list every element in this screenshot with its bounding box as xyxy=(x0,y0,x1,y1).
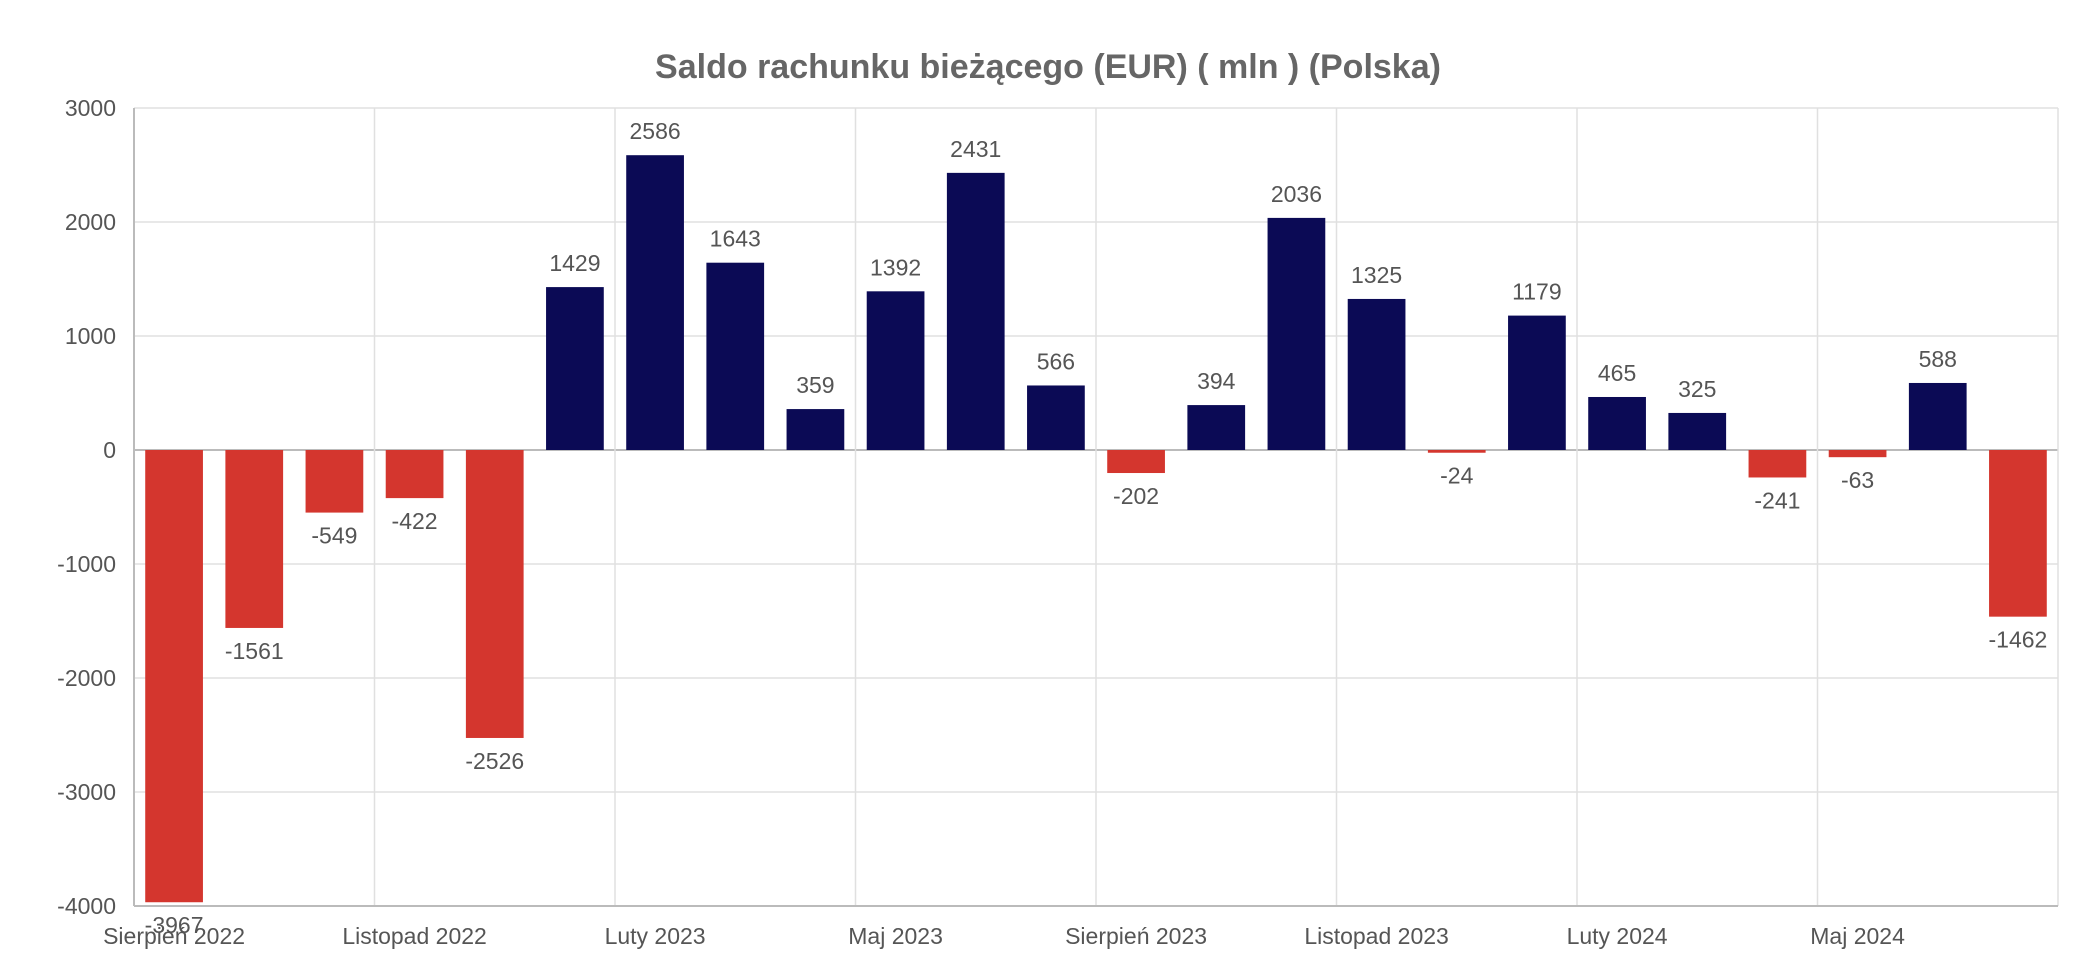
bar xyxy=(1588,396,1646,450)
data-label: 1643 xyxy=(710,226,761,252)
data-label: -202 xyxy=(1113,483,1159,509)
data-label: 359 xyxy=(796,372,834,398)
data-label: -3967 xyxy=(145,912,204,938)
y-tick-label: -4000 xyxy=(57,893,116,919)
data-labels-layer: -3967 -1561 -549 -422 -2526 1429 2586 1643 359 13… xyxy=(145,118,2048,938)
y-tick-label: 1000 xyxy=(65,323,116,349)
bar xyxy=(706,262,765,450)
data-label: -2526 xyxy=(465,748,524,774)
data-label: 1429 xyxy=(549,250,600,276)
data-label: -63 xyxy=(1841,467,1874,493)
x-tick-label: Luty 2023 xyxy=(605,923,706,949)
data-label: -241 xyxy=(1754,487,1800,513)
bar xyxy=(786,409,845,450)
bar xyxy=(145,450,203,903)
grid-layer xyxy=(133,107,2059,907)
bar xyxy=(1508,315,1566,450)
bar xyxy=(1908,382,1967,450)
bar xyxy=(225,450,284,628)
y-tick-label: 3000 xyxy=(65,95,116,121)
y-tick-label: -2000 xyxy=(57,665,116,691)
bar xyxy=(1989,450,2047,617)
bar xyxy=(1347,298,1406,450)
bar xyxy=(465,450,524,738)
bar xyxy=(385,450,444,499)
bars-layer xyxy=(145,155,2047,903)
data-label: 465 xyxy=(1598,360,1636,386)
data-label: 588 xyxy=(1919,346,1957,372)
data-label: 1179 xyxy=(1512,279,1561,305)
y-tick-label: -1000 xyxy=(57,551,116,577)
data-label: 2036 xyxy=(1271,181,1322,207)
data-label: -1561 xyxy=(225,638,284,664)
bar xyxy=(626,155,684,451)
bar xyxy=(1027,385,1085,450)
y-tick-label: 2000 xyxy=(65,209,116,235)
x-tick-label: Listopad 2023 xyxy=(1304,923,1449,949)
data-label: -549 xyxy=(311,523,357,549)
ticks-layer: 3000 2000 1000 0 -1000 -2000 -3000 -4000 Sierpie… xyxy=(57,95,1905,949)
bar xyxy=(1828,450,1887,458)
bar xyxy=(1107,450,1165,474)
bar xyxy=(1748,450,1807,478)
bar xyxy=(1668,412,1727,450)
x-tick-label: Luty 2024 xyxy=(1567,923,1668,949)
data-label: 1325 xyxy=(1351,262,1402,288)
x-tick-label: Maj 2024 xyxy=(1810,923,1905,949)
data-label: 325 xyxy=(1678,376,1716,402)
x-tick-label: Maj 2023 xyxy=(848,923,943,949)
y-tick-label: -3000 xyxy=(57,779,116,805)
bar xyxy=(546,287,604,450)
x-tick-label: Sierpień 2023 xyxy=(1065,923,1207,949)
data-label: 2586 xyxy=(629,118,680,144)
bar xyxy=(1427,450,1486,453)
data-label: 394 xyxy=(1197,368,1236,394)
chart-title: Saldo rachunku bieżącego (EUR) ( mln ) (… xyxy=(655,48,1441,86)
data-label: -422 xyxy=(392,508,438,534)
bar xyxy=(866,291,925,450)
data-label: 1392 xyxy=(870,254,921,280)
data-label: -24 xyxy=(1440,463,1473,489)
x-tick-label: Listopad 2022 xyxy=(342,923,487,949)
bar xyxy=(1267,217,1326,450)
bar xyxy=(946,172,1005,450)
bar xyxy=(1187,405,1246,450)
data-label: -1462 xyxy=(1989,627,2048,653)
data-label: 566 xyxy=(1037,348,1075,374)
y-tick-label: 0 xyxy=(103,437,116,463)
bar xyxy=(305,450,364,513)
x-tick-label: Sierpień 2022 xyxy=(103,923,245,949)
data-label: 2431 xyxy=(950,136,1001,162)
